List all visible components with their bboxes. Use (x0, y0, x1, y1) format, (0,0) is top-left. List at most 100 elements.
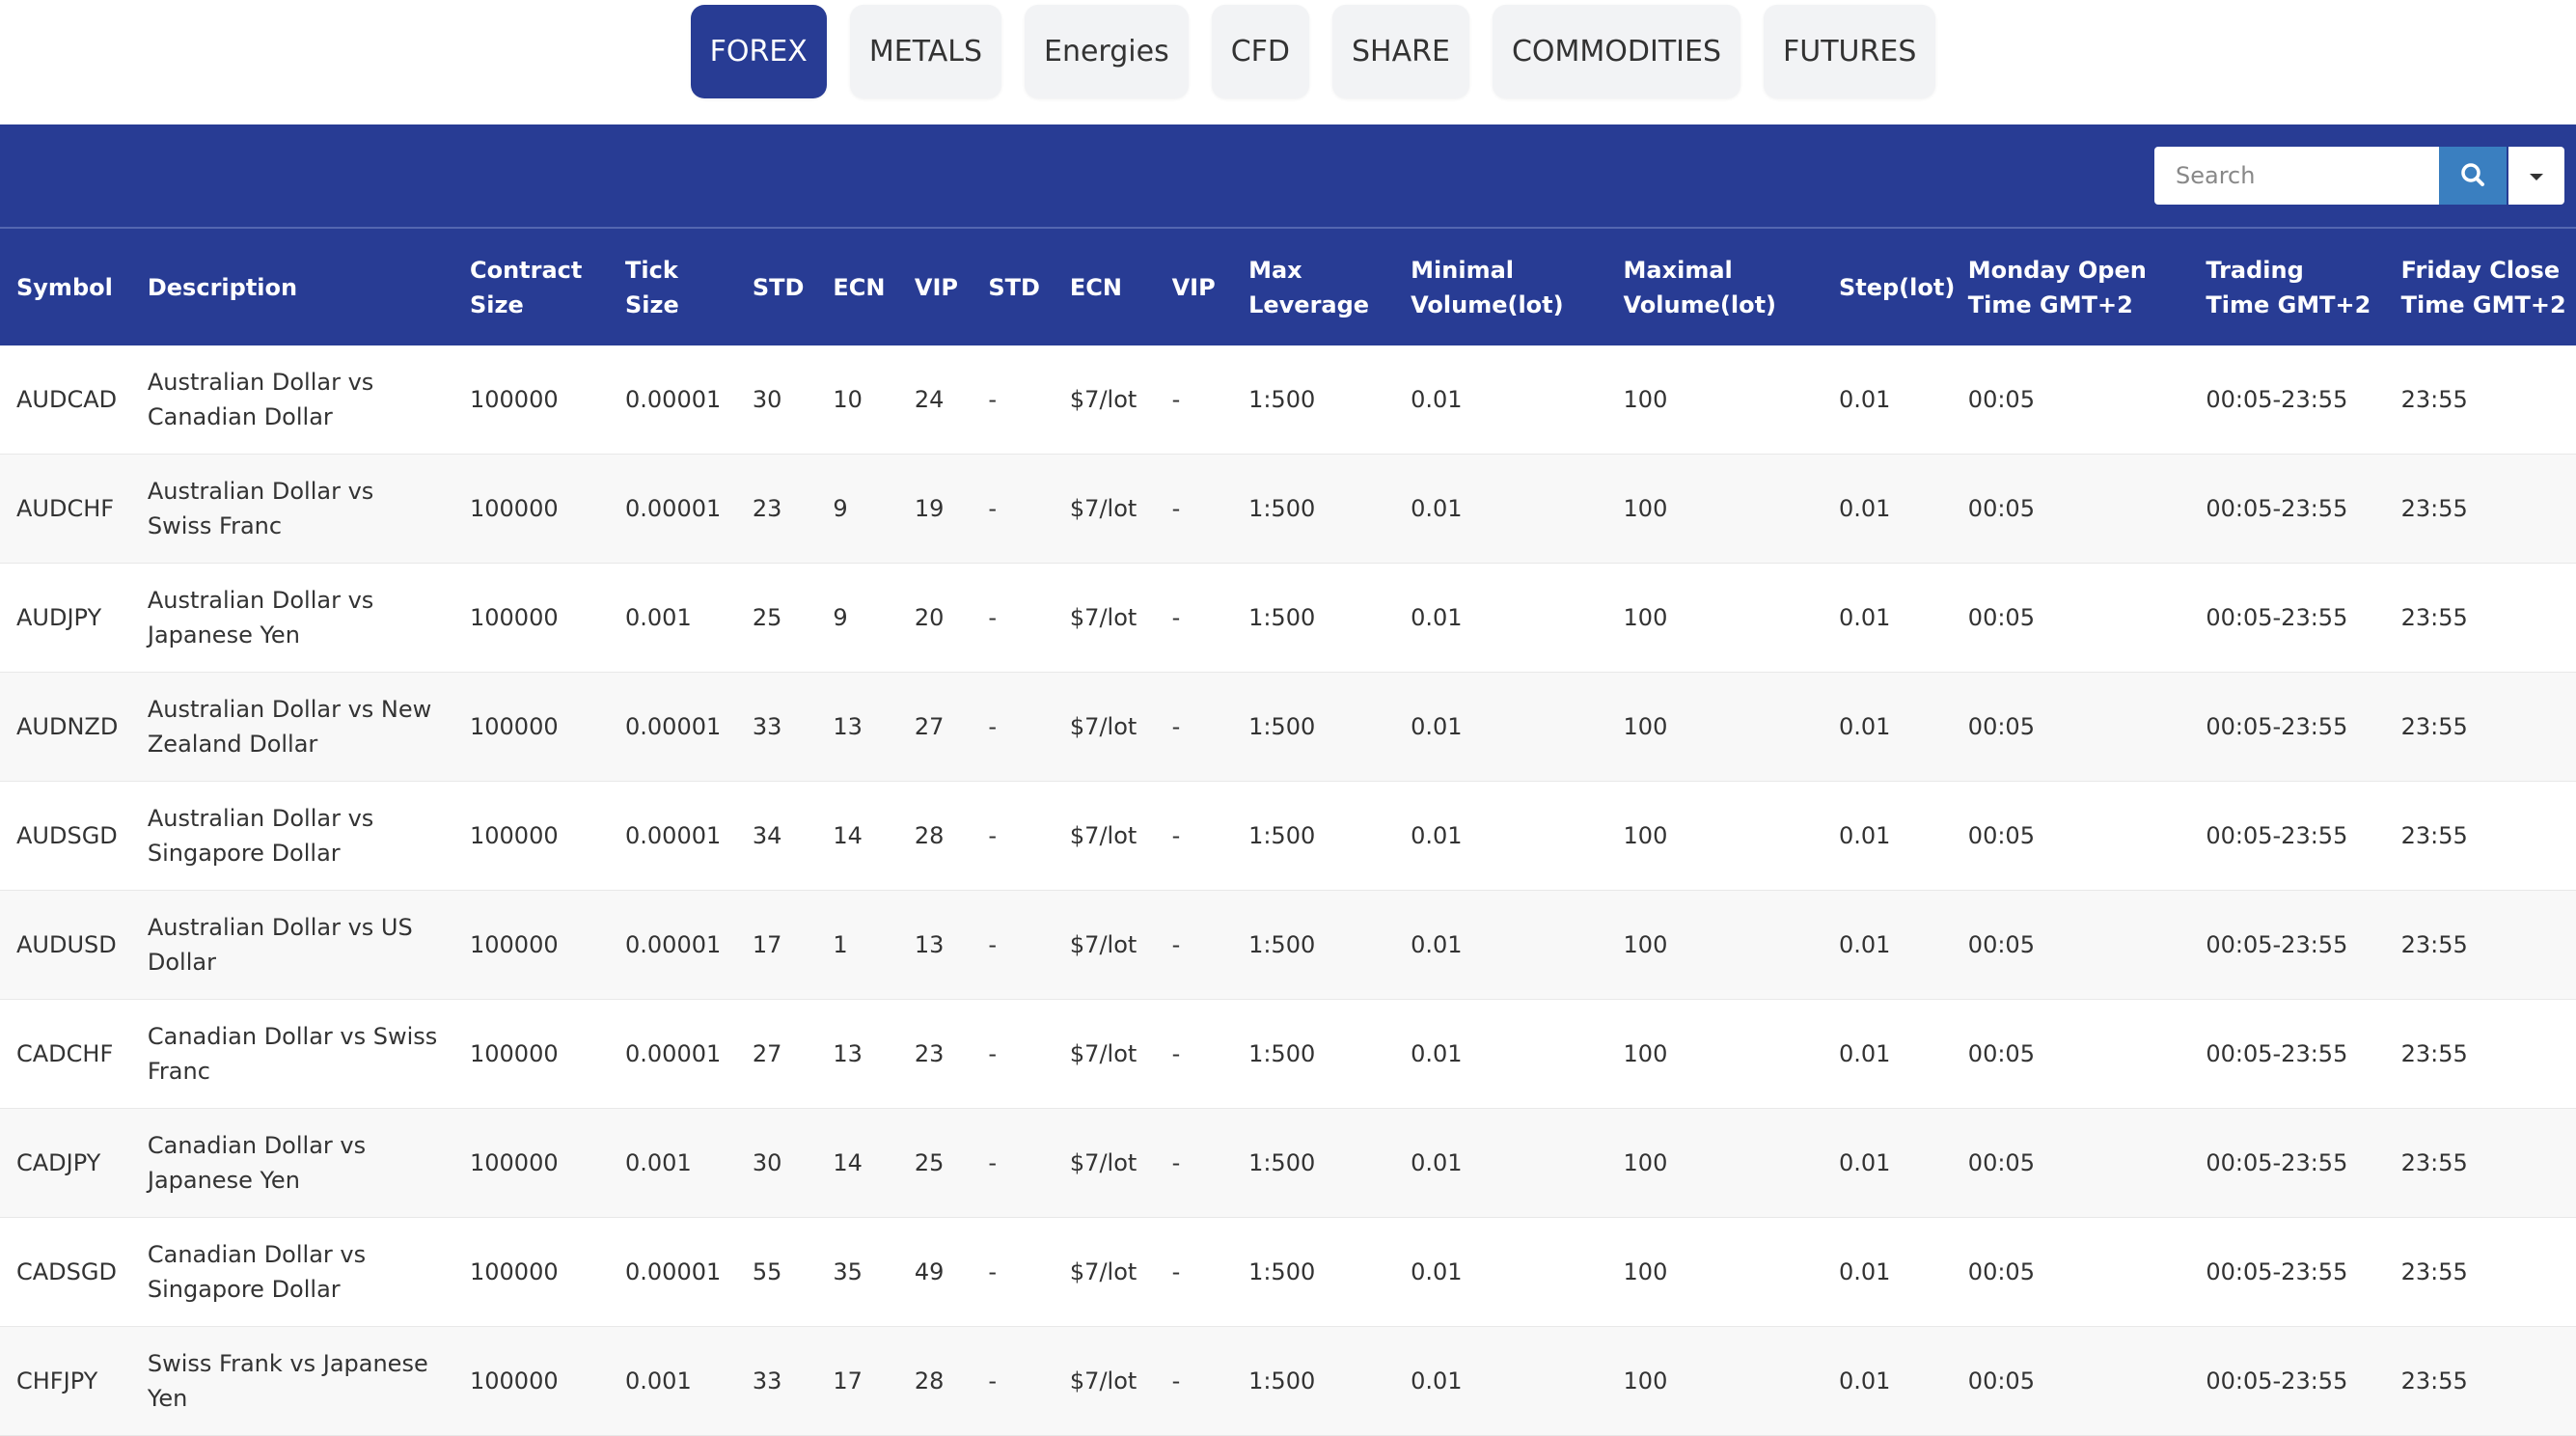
tab[interactable]: FUTURES (1764, 5, 1936, 98)
cell: - (1155, 781, 1233, 891)
search-button[interactable] (2439, 147, 2507, 205)
column-header[interactable]: Trading Time GMT+2 (2189, 229, 2385, 345)
cell: - (1155, 672, 1233, 782)
dropdown-button[interactable] (2508, 147, 2564, 205)
cell: Canadian Dollar vs Japanese Yen (130, 1108, 453, 1218)
cell: 0.01 (1822, 454, 1952, 564)
cell: 25 (735, 563, 817, 673)
cell: 00:05-23:55 (2189, 454, 2385, 564)
cell: 00:05-23:55 (2189, 1108, 2385, 1218)
cell: - (972, 999, 1054, 1109)
cell: 0.00001 (609, 999, 736, 1109)
cell: - (1155, 1326, 1233, 1436)
tab[interactable]: COMMODITIES (1492, 5, 1741, 98)
column-header[interactable]: Friday Close Time GMT+2 (2384, 229, 2576, 345)
cell: 23:55 (2384, 454, 2576, 564)
cell: 13 (816, 672, 898, 782)
cell: 100000 (452, 345, 609, 455)
cell: 0.01 (1394, 345, 1607, 455)
column-header[interactable]: Maximal Volume(lot) (1606, 229, 1822, 345)
cell: 00:05-23:55 (2189, 1217, 2385, 1327)
cell: 100000 (452, 454, 609, 564)
column-header[interactable]: Contract Size (452, 229, 609, 345)
cell: - (972, 563, 1054, 673)
cell: 0.001 (609, 563, 736, 673)
tab[interactable]: METALS (849, 5, 1001, 98)
column-header[interactable]: Minimal Volume(lot) (1394, 229, 1607, 345)
tab[interactable]: Energies (1025, 5, 1189, 98)
cell: 23:55 (2384, 1217, 2576, 1327)
symbols-table: Symbol Description Contract Size Tick Size S… (0, 229, 2576, 1436)
cell: - (972, 1108, 1054, 1218)
tab[interactable]: SHARE (1332, 5, 1469, 98)
column-header[interactable]: Tick Size (609, 229, 736, 345)
cell: 30 (735, 345, 817, 455)
cell: 0.00001 (609, 672, 736, 782)
cell: $7/lot (1053, 454, 1156, 564)
cell: 0.01 (1822, 1108, 1952, 1218)
cell: 0.001 (609, 1326, 736, 1436)
cell: 00:05 (1951, 672, 2190, 782)
cell: - (972, 454, 1054, 564)
column-header[interactable]: ECN (816, 229, 898, 345)
column-header[interactable]: Monday Open Time GMT+2 (1951, 229, 2190, 345)
cell: 0.01 (1822, 1326, 1952, 1436)
cell: 23:55 (2384, 563, 2576, 673)
cell: - (972, 1326, 1054, 1436)
cell: 9 (816, 454, 898, 564)
column-header[interactable]: Max Leverage (1232, 229, 1395, 345)
cell: 1:500 (1232, 563, 1395, 673)
cell: 00:05 (1951, 781, 2190, 891)
cell: 1:500 (1232, 454, 1395, 564)
cell: 1 (816, 890, 898, 1000)
cell: 1:500 (1232, 1108, 1395, 1218)
table-row: AUDCAD Australian Dollar vs Canadian Doll… (0, 345, 2576, 455)
cell: - (1155, 345, 1233, 455)
cell: Canadian Dollar vs Singapore Dollar (130, 1217, 453, 1327)
cell: 23:55 (2384, 672, 2576, 782)
column-header[interactable]: STD (735, 229, 817, 345)
cell: 00:05-23:55 (2189, 1326, 2385, 1436)
tab[interactable]: CFD (1211, 5, 1310, 98)
cell: 23:55 (2384, 999, 2576, 1109)
cell: 17 (735, 890, 817, 1000)
cell: 100000 (452, 781, 609, 891)
cell: $7/lot (1053, 890, 1156, 1000)
column-header[interactable]: Description (130, 229, 453, 345)
cell: 27 (897, 672, 973, 782)
search-icon (2461, 163, 2484, 186)
cell: 100000 (452, 890, 609, 1000)
column-header[interactable]: ECN (1053, 229, 1156, 345)
cell: 0.01 (1822, 1217, 1952, 1327)
cell: 100 (1606, 1326, 1822, 1436)
search-input[interactable]: Search (2154, 147, 2439, 205)
table-row: CADJPY Canadian Dollar vs Japanese Yen 100… (0, 1108, 2576, 1218)
cell: 00:05-23:55 (2189, 345, 2385, 455)
cell: $7/lot (1053, 1217, 1156, 1327)
cell: $7/lot (1053, 781, 1156, 891)
column-header[interactable]: VIP (897, 229, 973, 345)
cell: 00:05 (1951, 1326, 2190, 1436)
cell: 1:500 (1232, 672, 1395, 782)
cell: 0.01 (1394, 1326, 1607, 1436)
cell: 23:55 (2384, 1326, 2576, 1436)
cell: 28 (897, 781, 973, 891)
column-header[interactable]: Symbol (0, 229, 131, 345)
cell: 100000 (452, 999, 609, 1109)
column-header[interactable]: VIP (1155, 229, 1233, 345)
caret-icon (2530, 174, 2543, 180)
cell: 00:05 (1951, 454, 2190, 564)
cell: 0.01 (1822, 781, 1952, 891)
cell: Canadian Dollar vs Swiss Franc (130, 999, 453, 1109)
cell: 0.01 (1822, 672, 1952, 782)
tab[interactable]: FOREX (690, 5, 827, 98)
cell: 1:500 (1232, 999, 1395, 1109)
cell: 28 (897, 1326, 973, 1436)
cell: 17 (816, 1326, 898, 1436)
column-header[interactable]: Step(lot) (1822, 229, 1955, 345)
column-header[interactable]: STD (972, 229, 1054, 345)
cell: $7/lot (1053, 672, 1156, 782)
cell: 19 (897, 454, 973, 564)
cell: 33 (735, 1326, 817, 1436)
cell: 00:05 (1951, 1217, 2190, 1327)
